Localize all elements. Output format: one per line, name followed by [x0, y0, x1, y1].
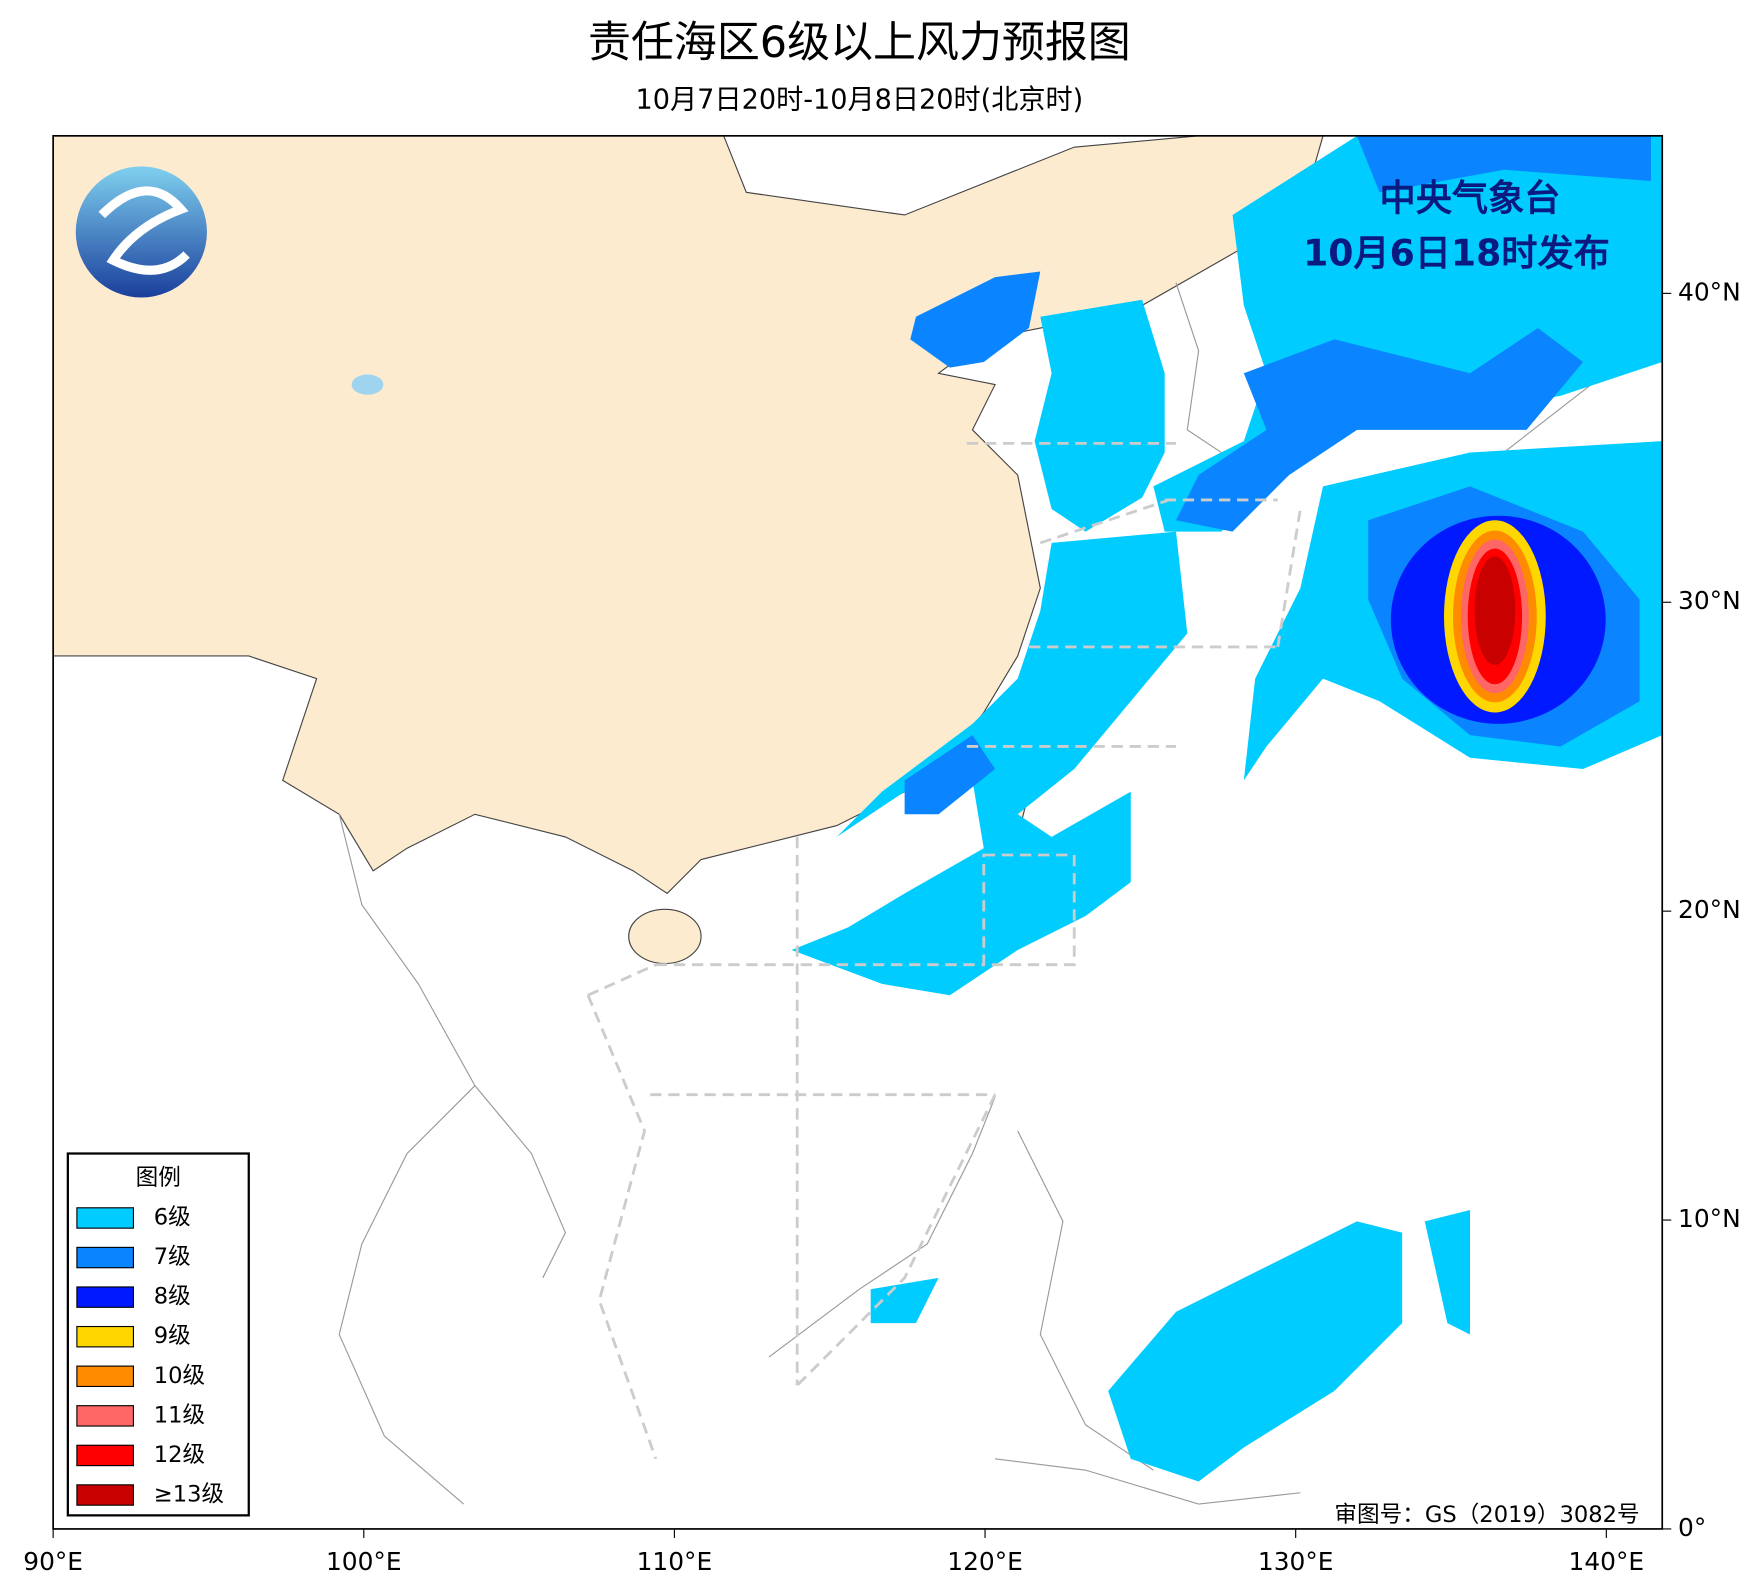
- legend-swatch: [76, 1286, 134, 1308]
- x-tick-label: 90°E: [23, 1547, 83, 1576]
- legend-swatch: [76, 1405, 134, 1427]
- legend-label: 12级: [154, 1442, 205, 1468]
- legend-label: 6级: [154, 1204, 191, 1230]
- x-tick-label: 140°E: [1569, 1547, 1645, 1576]
- logo-mark: [98, 186, 190, 275]
- legend-swatch: [76, 1325, 134, 1348]
- y-tick-label: 20°N: [1678, 895, 1741, 924]
- y-tick-label: 0°: [1678, 1513, 1706, 1542]
- legend-label: ≥13级: [154, 1482, 224, 1508]
- sea-zones: [586, 441, 1302, 1460]
- map-area: 中央气象台 10月6日18时发布 审图号：GS（2019）3082号: [52, 134, 1664, 1530]
- agency: 中央气象台: [1380, 176, 1561, 219]
- wind-13: [1474, 556, 1516, 666]
- legend-title: 图例: [136, 1165, 181, 1191]
- legend: 图例 6级 7级 8级 9级 10级 11级 12级 ≥13级: [66, 1152, 250, 1517]
- legend-swatch: [76, 1365, 134, 1388]
- legend-label: 10级: [154, 1363, 205, 1389]
- legend-swatch: [76, 1444, 134, 1467]
- y-tick-label: 40°N: [1678, 277, 1741, 306]
- y-tick-label: 30°N: [1678, 586, 1741, 615]
- legend-swatch: [76, 1207, 134, 1229]
- title: 责任海区6级以上风力预报图: [588, 18, 1131, 68]
- x-tick-label: 120°E: [947, 1547, 1023, 1576]
- issued: 10月6日18时发布: [1303, 232, 1610, 275]
- legend-swatch: [76, 1484, 134, 1506]
- x-tick-label: 110°E: [637, 1547, 713, 1576]
- legend-label: 7级: [154, 1244, 191, 1270]
- legend-swatch: [76, 1246, 134, 1269]
- x-tick-label: 100°E: [326, 1547, 402, 1576]
- legend-label: 9级: [154, 1323, 191, 1349]
- credit: 审图号：GS（2019）3082号: [1334, 1502, 1639, 1528]
- legend-label: 11级: [154, 1402, 205, 1428]
- rivers: [351, 374, 384, 395]
- hainan: [628, 908, 702, 965]
- legend-label: 8级: [154, 1284, 191, 1310]
- x-tick-label: 130°E: [1258, 1547, 1334, 1576]
- subtitle: 10月7日20时-10月8日20时(北京时): [636, 84, 1084, 115]
- y-tick-label: 10°N: [1678, 1204, 1741, 1233]
- frame: [52, 134, 1664, 1530]
